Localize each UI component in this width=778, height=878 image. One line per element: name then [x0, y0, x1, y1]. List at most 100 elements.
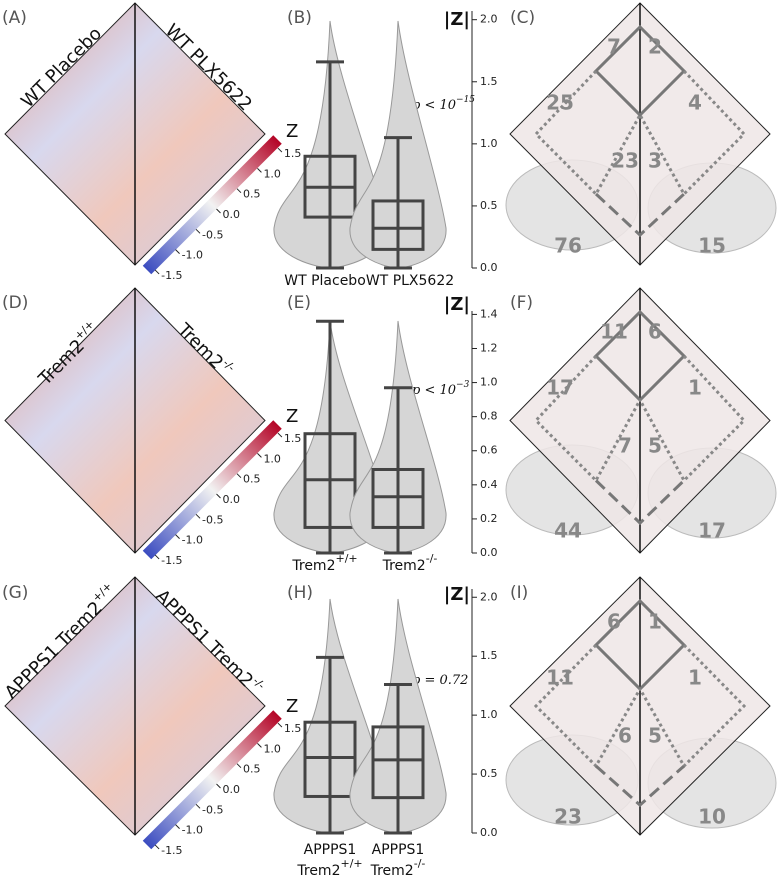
group-label: Trem2-/-	[370, 857, 426, 878]
group-label-sup: -/-	[426, 552, 438, 565]
y-tick-label: 0.6	[480, 444, 498, 457]
group-label-sup: +/+	[340, 857, 362, 870]
y-tick-label: 1.4	[480, 307, 498, 320]
right-total: 15	[698, 234, 726, 258]
colorbar-tick-label: 1.0	[263, 167, 281, 180]
colorbar-tick	[257, 168, 262, 173]
colorbar-tick-label: 1.5	[284, 432, 302, 445]
colorbar-tick-label: 1.5	[284, 722, 302, 735]
module-box	[638, 643, 747, 769]
box	[371, 467, 425, 529]
colorbar-tick	[154, 554, 160, 560]
group-label: Trem2+/+	[296, 857, 362, 878]
colorbar-tick-label: 0.5	[243, 188, 261, 201]
group-label-text: Trem2	[291, 558, 335, 574]
colorbar-tick-label: 0.5	[243, 473, 261, 486]
module-count: 6	[648, 320, 662, 344]
module-count: 2	[648, 35, 662, 59]
colorbar-tick	[195, 228, 201, 234]
group-label: APPPS1	[304, 842, 357, 858]
panel-label: (C)	[510, 8, 535, 28]
y-tick-label: 1.0	[480, 376, 498, 389]
y-tick-label: 1.0	[480, 137, 498, 150]
y-tick-label: 1.2	[480, 341, 498, 354]
y-tick-label: 2.0	[480, 13, 498, 26]
y-tick-label: 1.5	[480, 649, 498, 662]
panel-label: (H)	[287, 583, 313, 603]
module-count: 7	[607, 35, 621, 59]
module-box	[638, 354, 747, 483]
colorbar-title: Z	[286, 696, 298, 717]
colorbar-tick-label: 1.0	[263, 452, 281, 465]
colorbar-tick	[154, 269, 160, 275]
colorbar-tick	[195, 513, 201, 519]
y-tick-label: 0.4	[480, 478, 498, 491]
module-box	[533, 69, 642, 197]
panel-label: (I)	[510, 583, 528, 603]
y-tick-label: 1.5	[480, 75, 498, 88]
p-value: p = 0.72	[412, 673, 468, 688]
colorbar-tick-label: 1.0	[263, 742, 281, 755]
left-total: 76	[554, 234, 582, 258]
module-box	[594, 479, 686, 526]
colorbar-tick	[257, 453, 262, 458]
colorbar-tick-label: -1.0	[182, 249, 203, 262]
module-box	[533, 354, 642, 483]
axis-label: |Z|	[444, 294, 470, 315]
p-value-text: p = 0.72	[412, 673, 468, 688]
colorbar-tick	[277, 722, 283, 728]
y-tick-label: 0.0	[480, 261, 498, 274]
colorbar-title: Z	[286, 121, 298, 142]
p-value-exp: −15	[456, 95, 475, 105]
box	[371, 725, 425, 800]
module-count: 11	[600, 320, 628, 344]
colorbar-tick	[236, 188, 242, 194]
colorbar-tick	[216, 208, 221, 214]
colorbar-tick	[257, 743, 262, 748]
colorbar-tick	[277, 432, 283, 438]
colorbar-tick	[175, 249, 180, 254]
p-value: p < 10−15	[412, 95, 475, 113]
module-count: 25	[546, 91, 574, 115]
colorbar-tick-label: -1.5	[161, 844, 182, 857]
colorbar	[142, 420, 282, 560]
colorbar-bar	[142, 710, 282, 850]
panel-label: (D)	[2, 293, 28, 313]
right-total: 17	[698, 519, 726, 543]
module-box	[638, 69, 747, 197]
module-count: 1	[648, 610, 662, 634]
colorbar-tick-label: -0.5	[202, 803, 223, 816]
colorbar-tick-label: -1.0	[182, 824, 203, 837]
group-label-text: Trem2	[370, 863, 414, 878]
panel-label: (B)	[287, 8, 312, 28]
panel-label: (E)	[287, 293, 311, 313]
module-count: 1	[688, 376, 702, 400]
group-label: WT PLX5622	[366, 273, 454, 289]
p-value-text: p < 10	[412, 98, 456, 113]
y-tick-label: 0.8	[480, 410, 498, 423]
module-count: 11	[546, 666, 574, 690]
p-value-text: p < 10	[412, 383, 456, 398]
colorbar-tick-label: -1.5	[161, 554, 182, 567]
module-count: 3	[648, 149, 662, 173]
module-count: 23	[611, 149, 639, 173]
group-label-text: Trem2	[296, 863, 340, 878]
group-label-sup: -/-	[414, 857, 426, 870]
colorbar-tick-label: 1.5	[284, 147, 302, 160]
group-label-text: WT Placebo	[284, 273, 366, 289]
colorbar-tick	[216, 493, 221, 499]
module-count: 7	[618, 434, 632, 458]
module-count: 4	[688, 91, 702, 115]
group-label-text: WT PLX5622	[366, 273, 454, 289]
module-box	[594, 192, 686, 238]
colorbar-tick	[154, 844, 160, 850]
colorbar-tick	[175, 824, 180, 829]
colorbar-tick	[175, 534, 180, 539]
panel-label: (F)	[510, 293, 533, 313]
module-box	[593, 24, 687, 118]
left-total: 23	[554, 805, 582, 829]
colorbar	[142, 710, 282, 850]
module-count: 17	[546, 376, 574, 400]
group-label: Trem2-/-	[382, 552, 438, 574]
